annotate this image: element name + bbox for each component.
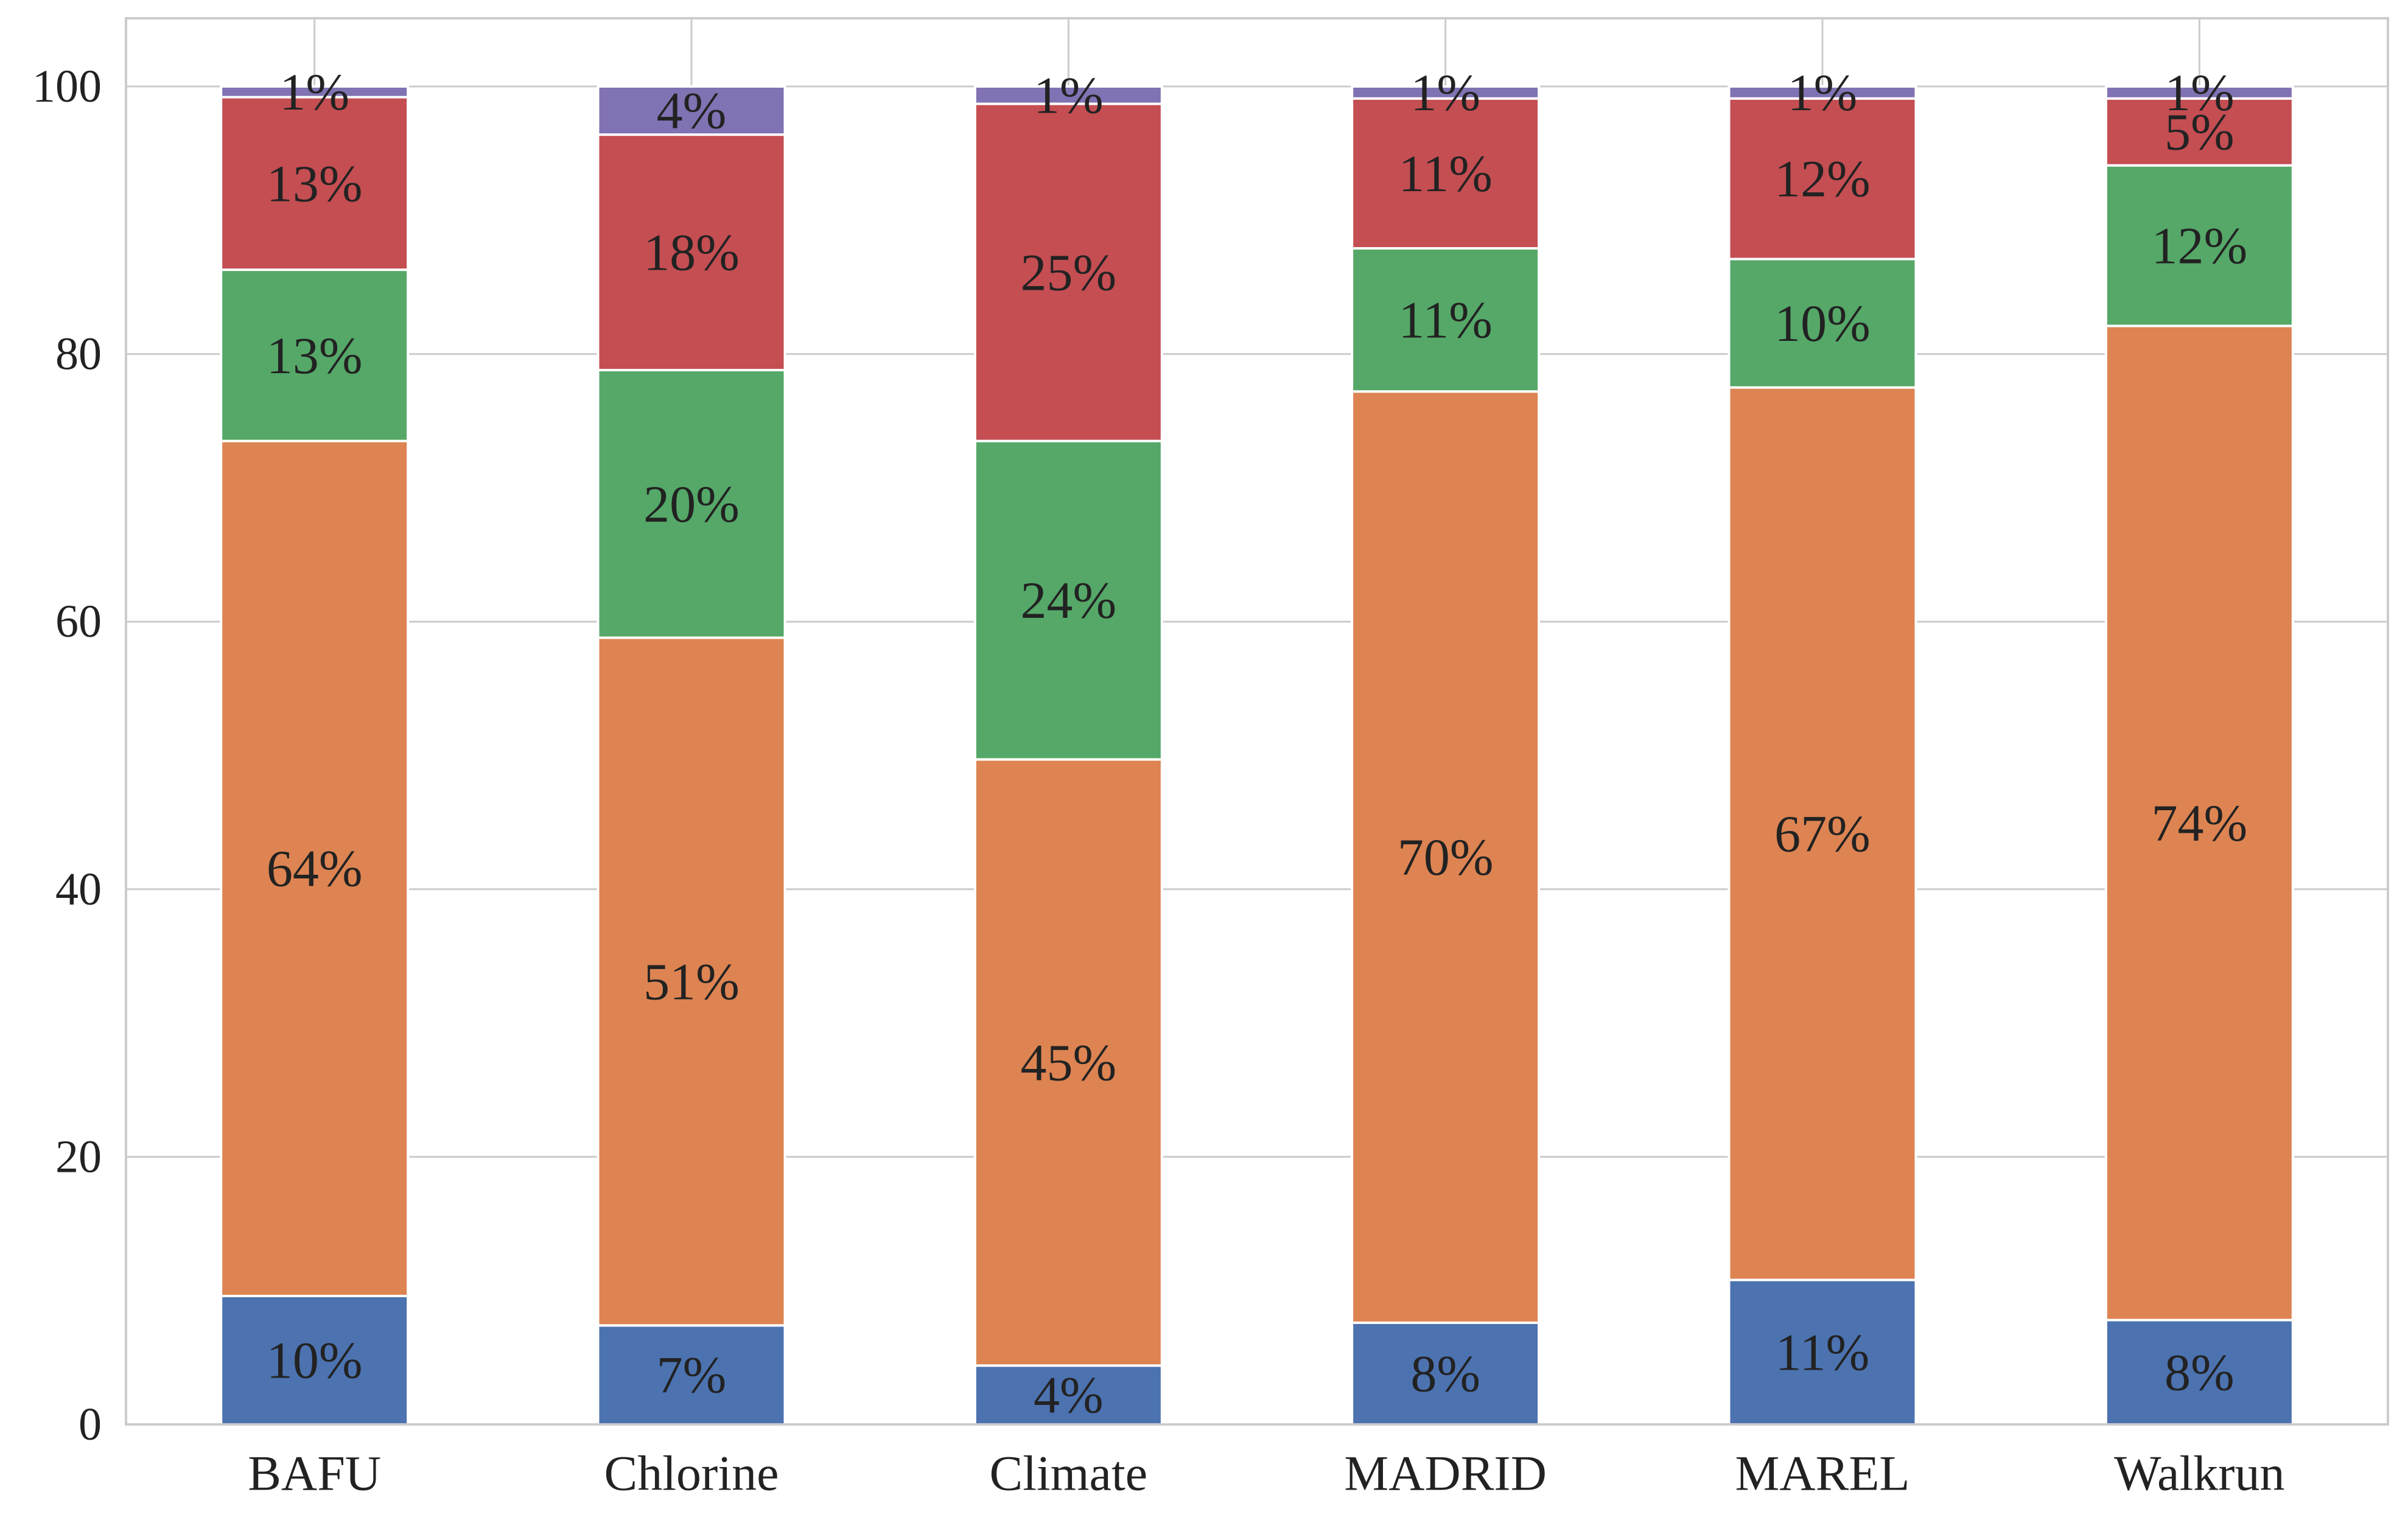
y-tick-label: 40 (55, 864, 102, 915)
data-label: 1% (279, 63, 349, 121)
x-tick-label: Climate (990, 1446, 1148, 1501)
data-label: 12% (1774, 150, 1871, 208)
data-label: 1% (2165, 63, 2235, 122)
bar-segment (1351, 97, 1541, 250)
data-label: 12% (2152, 217, 2248, 275)
y-tick-label: 100 (32, 61, 102, 112)
x-tick-label: Chlorine (604, 1446, 779, 1501)
data-label: 4% (657, 82, 727, 140)
data-label: 1% (1410, 63, 1480, 122)
bar-segment (973, 85, 1163, 105)
bar-segment (973, 758, 1163, 1367)
data-label: 64% (267, 839, 363, 898)
data-label: 11% (1398, 291, 1492, 349)
bar-segment (220, 85, 410, 99)
data-label: 8% (2165, 1343, 2235, 1401)
bar-segment (220, 1294, 410, 1426)
bar-segment (973, 440, 1163, 761)
y-tick-label: 20 (55, 1131, 102, 1182)
data-label: 70% (1398, 828, 1494, 886)
y-tick-label: 60 (55, 596, 102, 647)
bar-segment (1351, 247, 1541, 393)
data-label: 45% (1021, 1033, 1117, 1091)
bar-segment (1727, 386, 1917, 1281)
x-tick-label: MADRID (1344, 1446, 1547, 1501)
data-label: 10% (1774, 294, 1871, 352)
data-label: 24% (1021, 571, 1117, 629)
data-label: 7% (657, 1346, 727, 1404)
data-label: 25% (1021, 243, 1117, 302)
x-tick-label: Walkrun (2114, 1446, 2284, 1501)
bar-segment (597, 85, 786, 136)
bar-segment (597, 133, 786, 371)
data-label: 1% (1034, 66, 1104, 124)
grid-lines (126, 18, 2388, 1426)
bar-segment (597, 636, 786, 1327)
x-axis-ticks: BAFU Chlorine Climate MADRID MAREL Walkrun (248, 1446, 2284, 1501)
x-tick-label: MAREL (1735, 1446, 1910, 1501)
data-label: 51% (643, 952, 740, 1010)
bar-segment (1351, 390, 1541, 1324)
bar-segment (1727, 1278, 1917, 1426)
bar-segment (973, 102, 1163, 443)
data-label: 11% (1776, 1323, 1869, 1381)
bar-segment (1727, 85, 1917, 100)
bar-segment (1351, 1321, 1541, 1426)
bar-segment (220, 440, 410, 1297)
bar-segment (1727, 257, 1917, 389)
x-tick-label: BAFU (248, 1446, 381, 1501)
data-label: 8% (1410, 1344, 1480, 1403)
data-label: 74% (2152, 794, 2248, 852)
data-label: 20% (643, 475, 740, 533)
data-label: 10% (267, 1331, 363, 1389)
plot-border (125, 17, 2389, 1426)
data-label: 4% (1034, 1366, 1104, 1424)
bar-segment (973, 1364, 1163, 1426)
bar-segment (2104, 164, 2294, 327)
data-label: 13% (267, 326, 363, 385)
data-label: 5% (2165, 103, 2235, 161)
data-label: 13% (267, 154, 363, 212)
plot-frame (125, 17, 2389, 1426)
data-label: 18% (643, 223, 740, 282)
y-axis-ticks: 0 20 40 60 80 100 (32, 61, 102, 1450)
bar-segment (2104, 324, 2294, 1322)
bars (220, 85, 2294, 1426)
bar-segment (1727, 97, 1917, 261)
data-label: 67% (1774, 805, 1871, 863)
bar-segment (2104, 97, 2294, 167)
data-label: 1% (1788, 63, 1858, 122)
data-label: 11% (1398, 144, 1492, 203)
bar-segment (2104, 85, 2294, 100)
bar-segment (2104, 1319, 2294, 1426)
y-tick-label: 80 (55, 329, 102, 380)
data-labels: 10% 64% 13% 13% 1% 7% 51% 20% 18% 4% 4% 45% 24% 25% 1%… (267, 63, 2247, 1424)
bar-segment (1351, 85, 1541, 100)
y-tick-label: 0 (79, 1399, 102, 1450)
